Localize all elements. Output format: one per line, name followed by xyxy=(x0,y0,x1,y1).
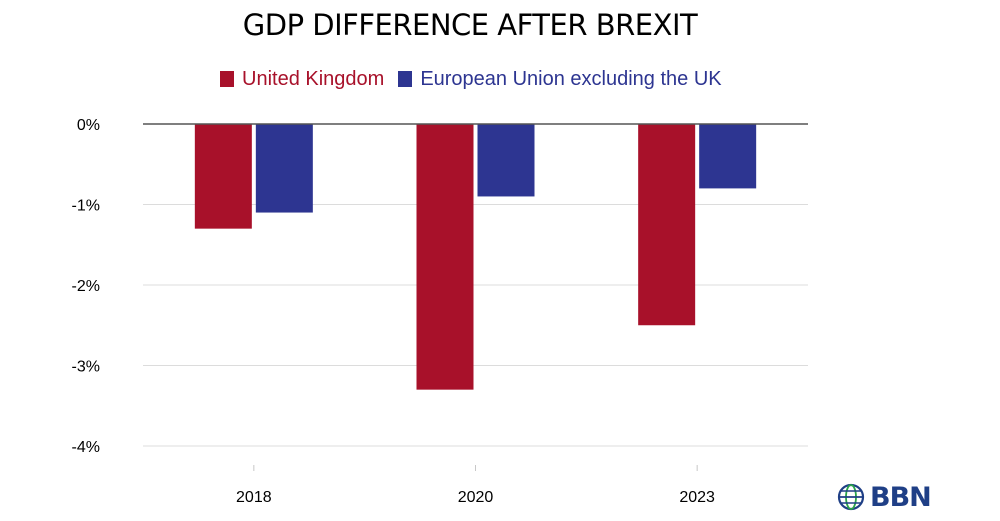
legend: United Kingdom European Union excluding … xyxy=(220,66,736,92)
y-tick-label: -2% xyxy=(72,278,100,295)
bar-uk-2018 xyxy=(194,124,252,229)
bar-eu-2023 xyxy=(699,124,757,189)
logo-text: BBN xyxy=(870,481,932,513)
bar-eu-2018 xyxy=(255,124,313,213)
legend-item-uk: United Kingdom xyxy=(220,68,384,91)
y-tick-label: 0% xyxy=(77,117,100,134)
globe-icon xyxy=(837,483,865,511)
y-tick-label: -3% xyxy=(72,359,100,376)
y-tick-label: -1% xyxy=(72,198,100,215)
y-tick-label: -4% xyxy=(72,439,100,456)
bar-eu-2020 xyxy=(477,124,535,197)
bar-uk-2023 xyxy=(638,124,696,326)
bbn-logo: BBN xyxy=(836,480,932,514)
x-tick-label: 2020 xyxy=(458,489,494,506)
legend-swatch-uk xyxy=(220,71,234,87)
legend-item-eu: European Union excluding the UK xyxy=(398,67,722,91)
bar-uk-2020 xyxy=(416,124,474,390)
legend-label-uk: United Kingdom xyxy=(242,67,385,90)
x-tick-label: 2018 xyxy=(236,489,272,506)
legend-swatch-eu xyxy=(398,71,413,87)
x-tick-label: 2023 xyxy=(679,489,715,506)
chart-title: GDP DIFFERENCE AFTER BREXIT xyxy=(242,8,698,42)
legend-label-eu: European Union excluding the UK xyxy=(420,67,722,90)
